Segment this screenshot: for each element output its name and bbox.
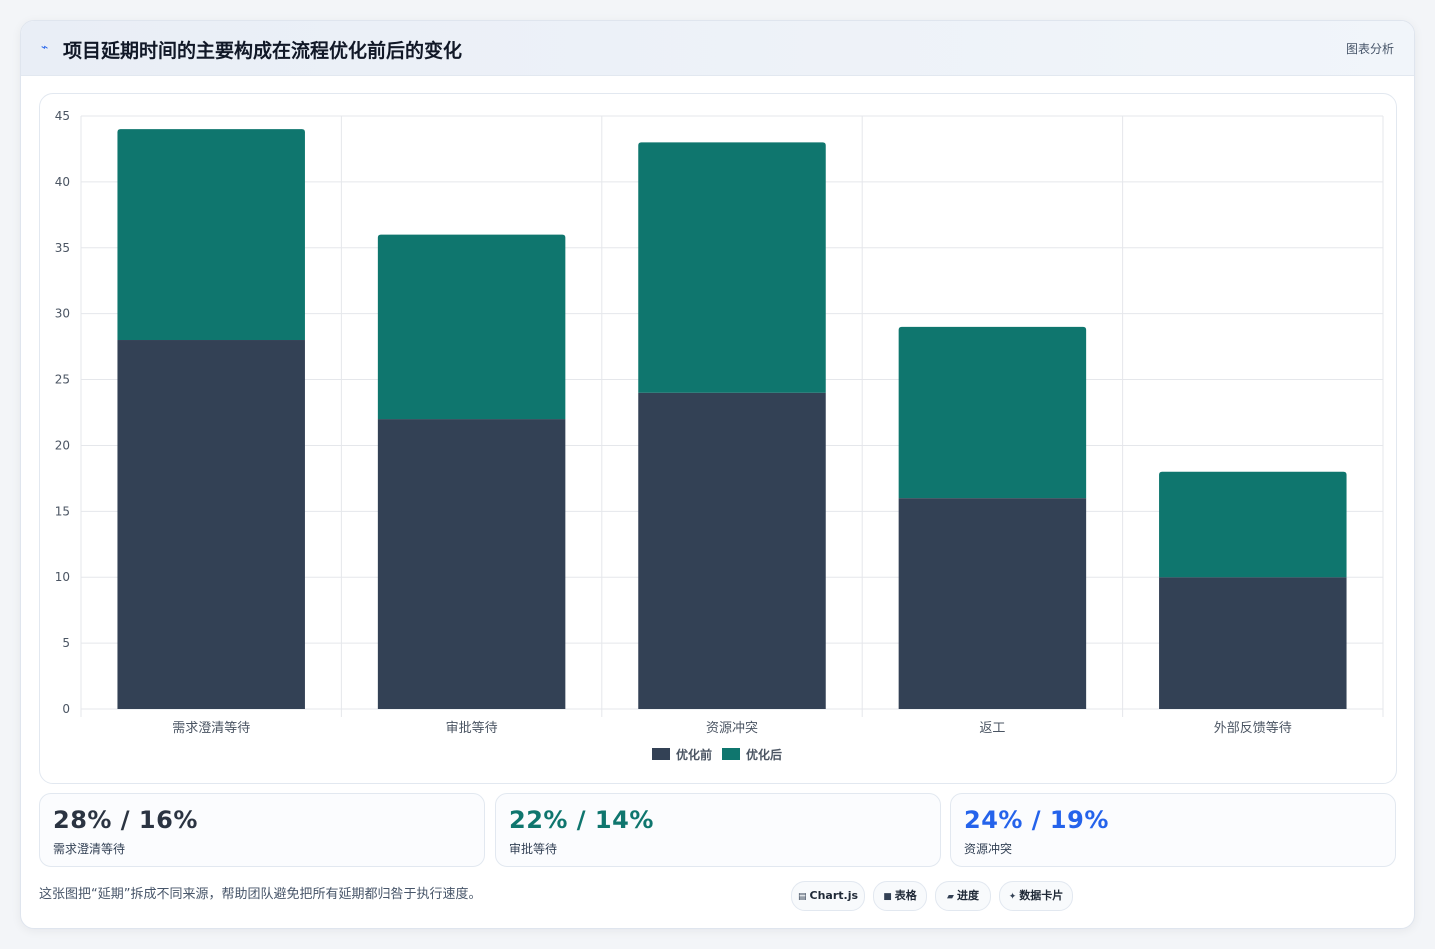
x-tick-label: 返工 bbox=[979, 721, 1005, 736]
bar-before bbox=[898, 498, 1087, 709]
footnote: 这张图把“延期”拆成不同来源，帮助团队避免把所有延期都归咎于执行速度。 bbox=[39, 887, 482, 902]
legend-swatch bbox=[722, 748, 740, 760]
bar-after bbox=[117, 129, 305, 341]
chip-label: 表格 bbox=[894, 889, 917, 902]
y-tick-label: 10 bbox=[55, 570, 70, 584]
stat-value: 24% / 19% bbox=[964, 806, 1109, 834]
y-tick-label: 35 bbox=[55, 241, 70, 255]
legend-label: 优化后 bbox=[746, 747, 782, 762]
bar-before bbox=[1159, 577, 1347, 709]
stat-cards: 28% / 16% 需求澄清等待 22% / 14% 审批等待 24% / 19… bbox=[39, 793, 1397, 867]
chart-card: ⌁ 项目延期时间的主要构成在流程优化前后的变化 图表分析 0 5 10 15 20 25 3… bbox=[20, 20, 1415, 929]
chip-datacard[interactable]: ✦ 数据卡片 bbox=[999, 881, 1073, 911]
y-tick-label: 45 bbox=[55, 109, 70, 123]
y-tick-label: 5 bbox=[62, 636, 70, 650]
legend-swatch bbox=[652, 748, 670, 760]
table-icon: ■ bbox=[883, 892, 892, 902]
chip-table[interactable]: ■ 表格 bbox=[873, 881, 927, 911]
stat-card-2: 22% / 14% 审批等待 bbox=[495, 793, 941, 867]
bar-after bbox=[898, 326, 1087, 499]
stat-label: 审批等待 bbox=[509, 842, 558, 856]
progress-icon: ▰ bbox=[947, 892, 954, 902]
y-tick-label: 15 bbox=[55, 504, 70, 518]
x-tick-label: 资源冲突 bbox=[706, 720, 758, 736]
y-tick-label: 20 bbox=[55, 438, 70, 452]
bar-after bbox=[638, 142, 826, 393]
chart-panel: 0 5 10 15 20 25 30 35 40 45 需求澄清等待 审批等待 资源冲突 返工 外部反馈等待… bbox=[39, 93, 1397, 784]
legend-label: 优化前 bbox=[676, 747, 712, 762]
trend-icon: ⌁ bbox=[41, 40, 49, 54]
chip-chartjs[interactable]: ▤ Chart.js bbox=[791, 881, 865, 911]
y-tick-label: 25 bbox=[55, 373, 70, 387]
header-tag: 图表分析 bbox=[1345, 42, 1394, 56]
stat-value: 22% / 14% bbox=[509, 806, 654, 834]
x-tick-label: 外部反馈等待 bbox=[1214, 720, 1292, 736]
bar-before bbox=[117, 340, 305, 709]
x-tick-label: 需求澄清等待 bbox=[172, 720, 250, 736]
stat-label: 资源冲突 bbox=[964, 842, 1013, 856]
chip-label: 数据卡片 bbox=[1019, 889, 1064, 902]
chart-icon: ▤ bbox=[797, 892, 807, 902]
chart-title: 项目延期时间的主要构成在流程优化前后的变化 bbox=[63, 40, 463, 62]
chip-progress[interactable]: ▰ 进度 bbox=[935, 881, 991, 911]
chip-label: Chart.js bbox=[809, 889, 859, 902]
stat-card-3: 24% / 19% 资源冲突 bbox=[950, 793, 1396, 867]
bar-before bbox=[377, 419, 566, 709]
sparkle-icon: ✦ bbox=[1008, 892, 1017, 902]
stat-label: 需求澄清等待 bbox=[53, 842, 126, 856]
y-tick-label: 30 bbox=[55, 307, 70, 321]
bar-after bbox=[377, 234, 566, 420]
chip-label: 进度 bbox=[956, 889, 979, 902]
card-header: ⌁ 项目延期时间的主要构成在流程优化前后的变化 图表分析 bbox=[21, 21, 1414, 76]
y-tick-label: 0 bbox=[62, 702, 70, 716]
stat-value: 28% / 16% bbox=[53, 806, 198, 834]
x-tick-label: 审批等待 bbox=[446, 720, 498, 736]
y-tick-label: 40 bbox=[55, 175, 70, 189]
stat-card-1: 28% / 16% 需求澄清等待 bbox=[39, 793, 485, 867]
bar-before bbox=[638, 392, 826, 709]
bar-after bbox=[1159, 471, 1347, 578]
stacked-bar-chart: 0 5 10 15 20 25 30 35 40 45 需求澄清等待 审批等待 资源冲突 返工 外部反馈等待… bbox=[55, 109, 1384, 762]
